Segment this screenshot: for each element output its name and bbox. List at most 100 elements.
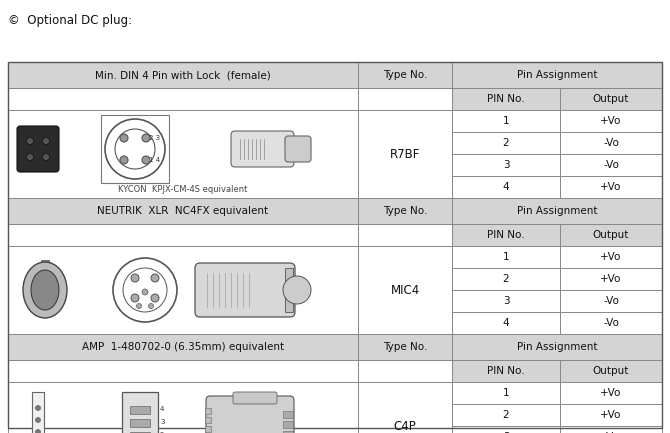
Bar — [452, 62, 662, 88]
Text: +Vo: +Vo — [600, 182, 622, 192]
Bar — [560, 426, 662, 433]
Bar — [358, 224, 452, 246]
Circle shape — [137, 304, 141, 308]
Text: Pin Assignment: Pin Assignment — [517, 206, 597, 216]
Circle shape — [42, 138, 50, 145]
Text: 2: 2 — [502, 138, 509, 148]
Bar — [452, 154, 560, 176]
Text: 2: 2 — [502, 274, 509, 284]
Text: Output: Output — [593, 230, 629, 240]
Text: PIN No.: PIN No. — [487, 366, 525, 376]
Bar — [358, 88, 452, 110]
Bar — [452, 290, 560, 312]
Bar — [560, 110, 662, 132]
Text: 4: 4 — [502, 318, 509, 328]
Text: Output: Output — [593, 366, 629, 376]
Bar — [560, 246, 662, 268]
Bar — [452, 312, 560, 334]
Text: PIN No.: PIN No. — [487, 94, 525, 104]
Bar — [358, 62, 452, 88]
Bar — [283, 421, 293, 428]
Bar — [8, 88, 358, 110]
Bar — [8, 360, 358, 382]
Bar — [41, 260, 49, 266]
Text: PIN No.: PIN No. — [487, 230, 525, 240]
Circle shape — [36, 417, 40, 423]
Bar — [452, 132, 560, 154]
Circle shape — [105, 119, 165, 179]
Circle shape — [151, 294, 159, 302]
Text: -Vo: -Vo — [603, 160, 619, 170]
Circle shape — [120, 156, 128, 164]
Bar — [205, 408, 211, 414]
Text: -Vo: -Vo — [603, 318, 619, 328]
FancyBboxPatch shape — [231, 131, 294, 167]
Bar — [8, 334, 358, 360]
FancyBboxPatch shape — [285, 136, 311, 162]
Bar — [452, 334, 662, 360]
Bar — [560, 154, 662, 176]
Bar — [358, 246, 452, 334]
Bar — [8, 62, 662, 428]
Bar — [101, 115, 169, 183]
Bar — [130, 406, 150, 414]
Bar — [452, 88, 560, 110]
Bar — [358, 110, 452, 198]
Text: 1: 1 — [502, 388, 509, 398]
Bar — [205, 426, 211, 432]
Bar — [560, 132, 662, 154]
Circle shape — [131, 294, 139, 302]
Circle shape — [142, 289, 148, 295]
Text: KYCON  KPJX-CM-4S equivalent: KYCON KPJX-CM-4S equivalent — [119, 185, 248, 194]
Ellipse shape — [23, 262, 67, 318]
Text: 4: 4 — [160, 406, 164, 412]
Circle shape — [115, 129, 155, 169]
Text: Type No.: Type No. — [383, 206, 427, 216]
Text: 2: 2 — [160, 432, 164, 433]
Bar — [452, 268, 560, 290]
Text: 1: 1 — [502, 116, 509, 126]
Text: Min. DIN 4 Pin with Lock  (female): Min. DIN 4 Pin with Lock (female) — [95, 70, 271, 80]
Text: 1: 1 — [502, 252, 509, 262]
Text: 2 3: 2 3 — [149, 135, 160, 141]
Circle shape — [36, 430, 40, 433]
Bar — [452, 426, 560, 433]
Circle shape — [151, 274, 159, 282]
Ellipse shape — [31, 270, 59, 310]
Bar — [452, 224, 560, 246]
Bar — [8, 198, 358, 224]
Bar — [560, 312, 662, 334]
Text: +Vo: +Vo — [600, 252, 622, 262]
Text: NEUTRIK  XLR  NC4FX equivalent: NEUTRIK XLR NC4FX equivalent — [97, 206, 269, 216]
Text: Type No.: Type No. — [383, 70, 427, 80]
Text: C4P: C4P — [394, 420, 416, 433]
Text: 1 4: 1 4 — [149, 157, 160, 163]
Circle shape — [149, 304, 153, 308]
Text: 4: 4 — [502, 182, 509, 192]
FancyBboxPatch shape — [195, 263, 295, 317]
Circle shape — [131, 274, 139, 282]
Text: MIC4: MIC4 — [391, 284, 419, 297]
Text: 3: 3 — [502, 160, 509, 170]
Bar — [560, 290, 662, 312]
Bar — [32, 392, 44, 433]
Circle shape — [27, 154, 34, 161]
Bar — [560, 88, 662, 110]
Text: +Vo: +Vo — [600, 116, 622, 126]
Bar — [560, 176, 662, 198]
Text: -Vo: -Vo — [603, 296, 619, 306]
Bar — [205, 417, 211, 423]
Circle shape — [123, 268, 167, 312]
Bar — [130, 419, 150, 427]
Text: +Vo: +Vo — [600, 410, 622, 420]
Bar — [358, 334, 452, 360]
Text: 3: 3 — [502, 432, 509, 433]
Text: Output: Output — [593, 94, 629, 104]
Bar — [8, 62, 358, 88]
Bar — [8, 382, 358, 433]
Circle shape — [142, 156, 150, 164]
Circle shape — [113, 258, 177, 322]
Bar — [130, 432, 150, 433]
Bar — [358, 360, 452, 382]
Bar — [560, 360, 662, 382]
